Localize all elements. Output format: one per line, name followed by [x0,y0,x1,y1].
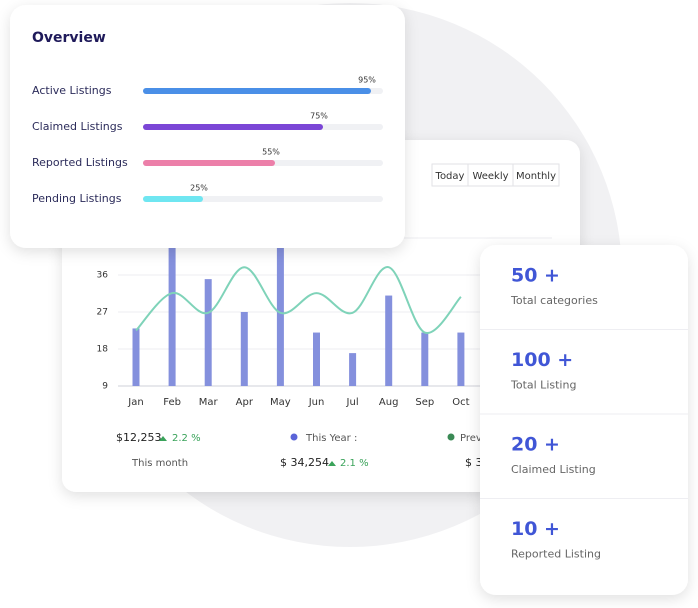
overview-title: Overview [32,30,106,46]
up-arrow [159,436,167,441]
progress-label: Claimed Listings [32,120,123,133]
amount: $ 34,254 [280,456,329,469]
change: 2.2 % [172,433,201,444]
legend-dot [447,433,455,441]
progress-value: 55% [262,148,280,157]
change: 2.1 % [340,458,369,469]
x-tick-label: May [270,397,291,408]
progress-fill [143,124,323,130]
bar [457,332,465,386]
overview-card: Overview Active Listings 95% Claimed Listin… [10,5,405,248]
y-tick-label: 27 [97,308,108,318]
stat-label: Total categories [510,294,598,307]
stat-label: Total Listing [510,379,576,392]
stat-label: Claimed Listing [511,463,596,476]
x-tick-label: Sep [415,397,434,408]
y-tick-label: 36 [97,271,109,281]
amount: $ 3 [465,456,483,469]
progress-value: 25% [190,184,208,193]
progress-track [143,196,383,202]
x-tick-label: Jun [308,397,325,408]
line [135,266,462,334]
stat-value: 20 + [511,434,560,456]
y-tick-label: 9 [102,382,108,392]
amount: $12,253 [116,431,162,444]
bar [204,279,212,386]
tab-label[interactable]: Today [435,171,465,182]
progress-label: Reported Listings [32,156,128,169]
progress-value: 95% [358,76,376,85]
progress-label: Pending Listings [32,192,122,205]
tab-label[interactable]: Weekly [472,171,508,182]
progress-fill [143,160,275,166]
tab-group [431,163,560,187]
progress-value: 75% [310,112,328,121]
stat-value: 50 + [511,265,560,287]
x-tick-label: Jul [346,397,359,408]
x-tick-label: Mar [199,397,219,408]
x-tick-label: Apr [236,397,254,408]
bar [132,328,140,386]
legend-label: This Year : [305,433,357,444]
y-tick-label: 18 [97,345,109,355]
x-tick-label: Aug [379,397,399,408]
card [480,245,688,595]
bar [349,353,357,386]
stat-value: 100 + [511,349,573,371]
legend-dot [290,433,298,441]
progress-fill [143,196,203,202]
period-label: This month [131,458,188,469]
progress-label: Active Listings [32,84,112,97]
x-tick-label: Jan [127,397,143,408]
bar [313,332,320,386]
bar [240,312,248,386]
stat-value: 10 + [511,518,560,540]
stat-label: Reported Listing [511,548,601,561]
x-tick-label: Feb [163,397,181,408]
legend-label: Prev [460,433,482,444]
stats-card: 50 + Total categories 100 + Total Listing 20… [480,245,688,595]
tab-label[interactable]: Monthly [516,171,556,182]
x-tick-label: Oct [452,397,469,408]
bar [421,332,429,386]
up-arrow [328,461,336,466]
bar [168,238,176,386]
bar [385,295,393,386]
progress-fill [143,88,371,94]
